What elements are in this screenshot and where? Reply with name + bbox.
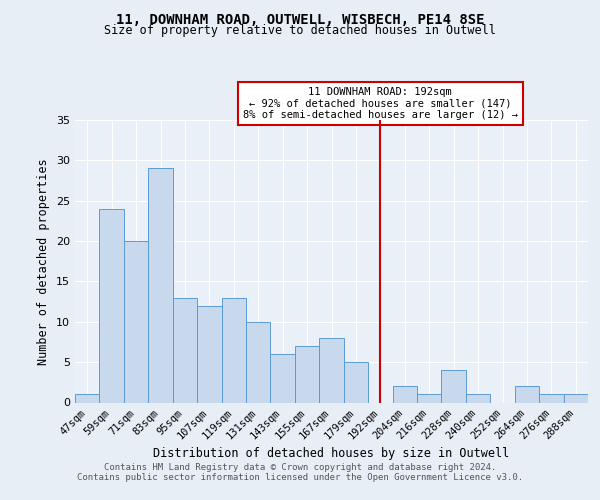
Text: Size of property relative to detached houses in Outwell: Size of property relative to detached ho… [104, 24, 496, 37]
Text: Contains HM Land Registry data © Crown copyright and database right 2024.: Contains HM Land Registry data © Crown c… [104, 462, 496, 471]
Bar [173, 298, 197, 403]
Bar [221, 298, 246, 403]
Bar [197, 306, 221, 402]
Bar [124, 241, 148, 402]
Y-axis label: Number of detached properties: Number of detached properties [37, 158, 50, 364]
Bar [148, 168, 173, 402]
Bar [417, 394, 442, 402]
Bar [271, 354, 295, 403]
Bar [466, 394, 490, 402]
X-axis label: Distribution of detached houses by size in Outwell: Distribution of detached houses by size … [154, 446, 509, 460]
Text: 11 DOWNHAM ROAD: 192sqm
← 92% of detached houses are smaller (147)
8% of semi-de: 11 DOWNHAM ROAD: 192sqm ← 92% of detache… [243, 87, 518, 120]
Text: 11, DOWNHAM ROAD, OUTWELL, WISBECH, PE14 8SE: 11, DOWNHAM ROAD, OUTWELL, WISBECH, PE14… [116, 12, 484, 26]
Bar [246, 322, 271, 402]
Bar [295, 346, 319, 403]
Text: Contains public sector information licensed under the Open Government Licence v3: Contains public sector information licen… [77, 472, 523, 482]
Bar [392, 386, 417, 402]
Bar [563, 394, 588, 402]
Bar [344, 362, 368, 403]
Bar [100, 209, 124, 402]
Bar [539, 394, 563, 402]
Bar [319, 338, 344, 402]
Bar [442, 370, 466, 402]
Bar [515, 386, 539, 402]
Bar [75, 394, 100, 402]
